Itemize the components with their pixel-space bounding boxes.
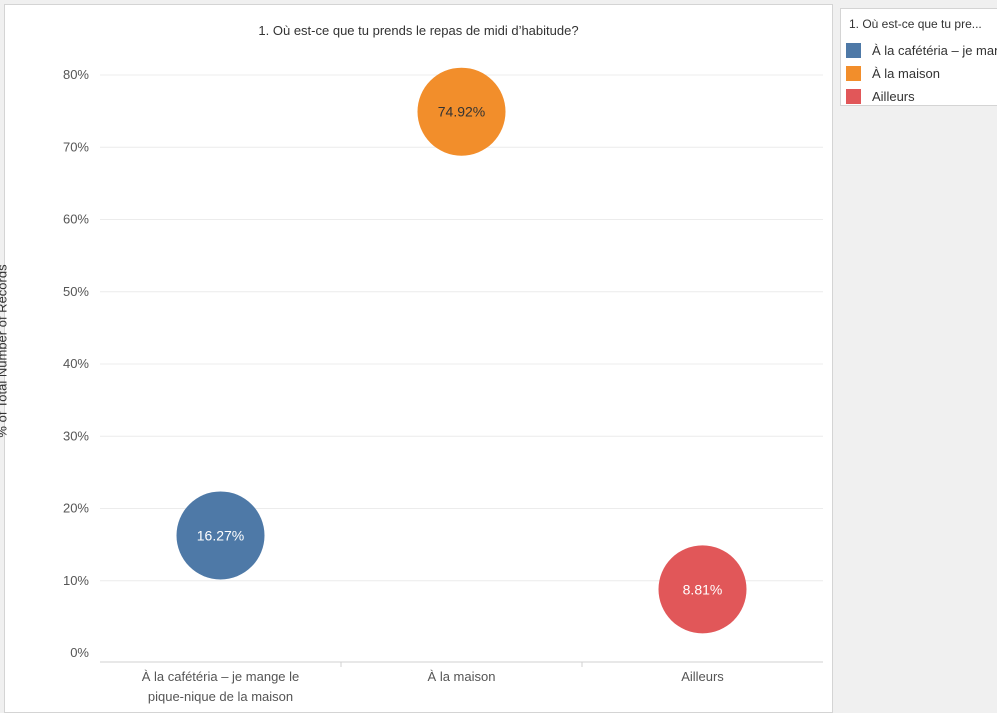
- y-tick-label-40: 40%: [63, 356, 89, 371]
- y-tick-label-50: 50%: [63, 284, 89, 299]
- chart-pane: 1. Où est-ce que tu prends le repas de m…: [0, 4, 833, 713]
- y-tick-label-20: 20%: [63, 501, 89, 516]
- chart-title: 1. Où est-ce que tu prends le repas de m…: [258, 23, 579, 38]
- legend-label-maison: À la maison: [872, 66, 940, 81]
- legend-label-cafeteria: À la cafétéria – je mang: [872, 43, 997, 58]
- y-tick-label-80: 80%: [63, 67, 89, 82]
- y-tick-label-10: 10%: [63, 573, 89, 588]
- x-tick-label-maison: À la maison: [428, 669, 496, 684]
- y-tick-label-30: 30%: [63, 428, 89, 443]
- data-label-maison: 74.92%: [438, 104, 485, 120]
- y-tick-label-70: 70%: [63, 139, 89, 154]
- data-label-ailleurs: 8.81%: [683, 581, 723, 597]
- legend-swatch-maison: [846, 66, 861, 81]
- legend-swatch-cafeteria: [846, 43, 861, 58]
- data-label-cafeteria: 16.27%: [197, 527, 244, 543]
- plot-area: 0% 10% 20% 30% 40% 50% 60% 70% 80% À la cafétéria…: [63, 67, 823, 704]
- legend-title[interactable]: 1. Où est-ce que tu pre...: [849, 17, 982, 31]
- legend-swatch-ailleurs: [846, 89, 861, 104]
- y-tick-label-60: 60%: [63, 212, 89, 227]
- y-tick-label-0: 0%: [70, 645, 89, 660]
- legend-label-ailleurs: Ailleurs: [872, 89, 915, 104]
- data-point-maison: [417, 67, 506, 156]
- data-point-cafeteria: [176, 491, 265, 580]
- x-tick-label-ailleurs: Ailleurs: [681, 669, 724, 684]
- x-tick-label-cafeteria: À la cafétéria – je mange le pique-nique …: [142, 669, 300, 704]
- data-point-ailleurs: [658, 545, 747, 634]
- legend: 1. Où est-ce que tu pre... À la cafétéri…: [840, 8, 997, 106]
